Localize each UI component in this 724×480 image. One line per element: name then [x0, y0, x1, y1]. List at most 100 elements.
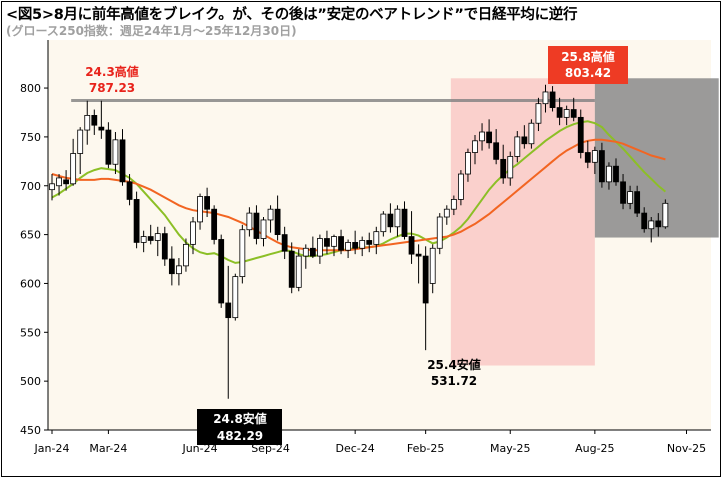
candle-down	[352, 242, 359, 249]
candle-down	[147, 236, 154, 241]
candle-down	[408, 236, 415, 255]
candle-up	[190, 221, 196, 245]
plot-layer: 450 500 550 600 650 700 750 800 Jan-24 Mar-24 Jun-…	[20, 40, 719, 455]
candle-down	[634, 191, 641, 214]
candle-down	[218, 239, 225, 304]
candle-up	[542, 91, 549, 105]
candle-up	[267, 208, 274, 221]
candle-up	[528, 122, 535, 145]
candle-up	[359, 240, 366, 249]
candle-up	[535, 103, 542, 124]
candle-up	[84, 115, 91, 131]
candle-up	[443, 208, 450, 218]
candle-up	[140, 236, 147, 243]
candle-up	[429, 247, 436, 284]
candle-down	[584, 152, 591, 163]
low-2024-value: 482.29	[217, 429, 263, 443]
candle-down	[161, 233, 168, 260]
candle-down	[126, 181, 133, 200]
candle-down	[281, 234, 288, 252]
x-tick-label: Jun-24	[181, 442, 217, 455]
candle-down	[570, 109, 577, 118]
x-tick-label: Mar-24	[89, 442, 127, 455]
candle-up	[197, 196, 203, 223]
ma-long-line	[51, 138, 666, 252]
y-tick-label: 450	[20, 424, 41, 437]
candle-up	[507, 156, 514, 179]
x-tick-label: Aug-25	[575, 442, 614, 455]
candle-down	[133, 199, 140, 243]
candle-down	[274, 208, 281, 235]
uptrend-zone	[450, 78, 595, 366]
candle-down	[63, 179, 69, 185]
candle-down	[119, 139, 126, 183]
x-tick-label: Dec-24	[336, 442, 375, 455]
candle-up	[260, 219, 267, 239]
candle-down	[288, 250, 295, 288]
candle-down	[599, 150, 605, 183]
low-2025-value: 531.72	[431, 374, 477, 388]
candle-down	[556, 107, 563, 118]
candle-down	[401, 208, 408, 237]
candle-down	[225, 302, 232, 319]
candle-down	[324, 238, 330, 247]
candle-up	[662, 202, 669, 228]
candle-down	[366, 240, 373, 245]
x-tick-label: May-25	[490, 442, 531, 455]
candle-up	[302, 247, 309, 257]
candle-up	[246, 212, 253, 231]
candle-up	[154, 233, 161, 241]
candle-down	[655, 220, 662, 228]
candle-up	[627, 191, 633, 204]
candle-down	[493, 142, 500, 160]
candle-down	[415, 253, 422, 257]
candle-up	[465, 152, 471, 175]
candle-down	[521, 136, 528, 145]
candle-up	[479, 131, 485, 142]
candle-up	[563, 109, 570, 118]
candle-up	[436, 216, 443, 249]
candle-up	[56, 177, 62, 187]
candle-down	[549, 91, 556, 108]
candle-down	[309, 247, 316, 257]
low-2024-callout	[197, 409, 282, 445]
candle-up	[183, 243, 189, 267]
candle-up	[232, 276, 239, 319]
x-tick-label: Nov-25	[667, 442, 706, 455]
y-tick-label: 700	[20, 180, 41, 193]
chart-subtitle: (グロース250指数：週足24年1月～25年12月30日)	[6, 24, 297, 38]
candle-up	[380, 213, 387, 233]
candle-up	[606, 165, 612, 183]
candle-up	[373, 231, 380, 245]
candle-up	[457, 173, 464, 200]
candle-down	[387, 213, 394, 228]
candle-down	[204, 196, 211, 210]
high-2025-label: 25.8高値	[561, 49, 615, 64]
candle-up	[394, 208, 401, 228]
candle-up	[648, 220, 655, 230]
y-tick-label: 600	[20, 277, 41, 290]
candle-down	[500, 158, 507, 179]
candle-down	[211, 208, 218, 240]
candle-down	[253, 212, 260, 239]
candle-up	[331, 236, 337, 247]
chart-title: <図5>8月に前年高値をブレイク。が、その後は”安定のベアトレンド”で日経平均に…	[6, 7, 578, 23]
x-tick-label: Sep-24	[251, 442, 290, 455]
candle-up	[77, 129, 84, 154]
low-2024-label: 24.8安値	[213, 411, 267, 426]
high-2024-label: 24.3高値	[85, 64, 139, 79]
candle-down	[422, 255, 429, 304]
candle-up	[175, 265, 182, 275]
candle-down	[98, 126, 105, 131]
high-2025-value: 803.42	[565, 66, 611, 80]
x-tick-label: Jan-24	[34, 442, 70, 455]
candle-up	[295, 255, 302, 288]
high-2025-callout	[548, 46, 628, 84]
candle-down	[620, 181, 626, 204]
low-2025-label: 25.4安値	[427, 357, 481, 372]
candle-up	[112, 139, 119, 165]
candle-down	[577, 116, 584, 153]
y-tick-label: 500	[20, 375, 41, 388]
candle-up	[514, 136, 521, 157]
